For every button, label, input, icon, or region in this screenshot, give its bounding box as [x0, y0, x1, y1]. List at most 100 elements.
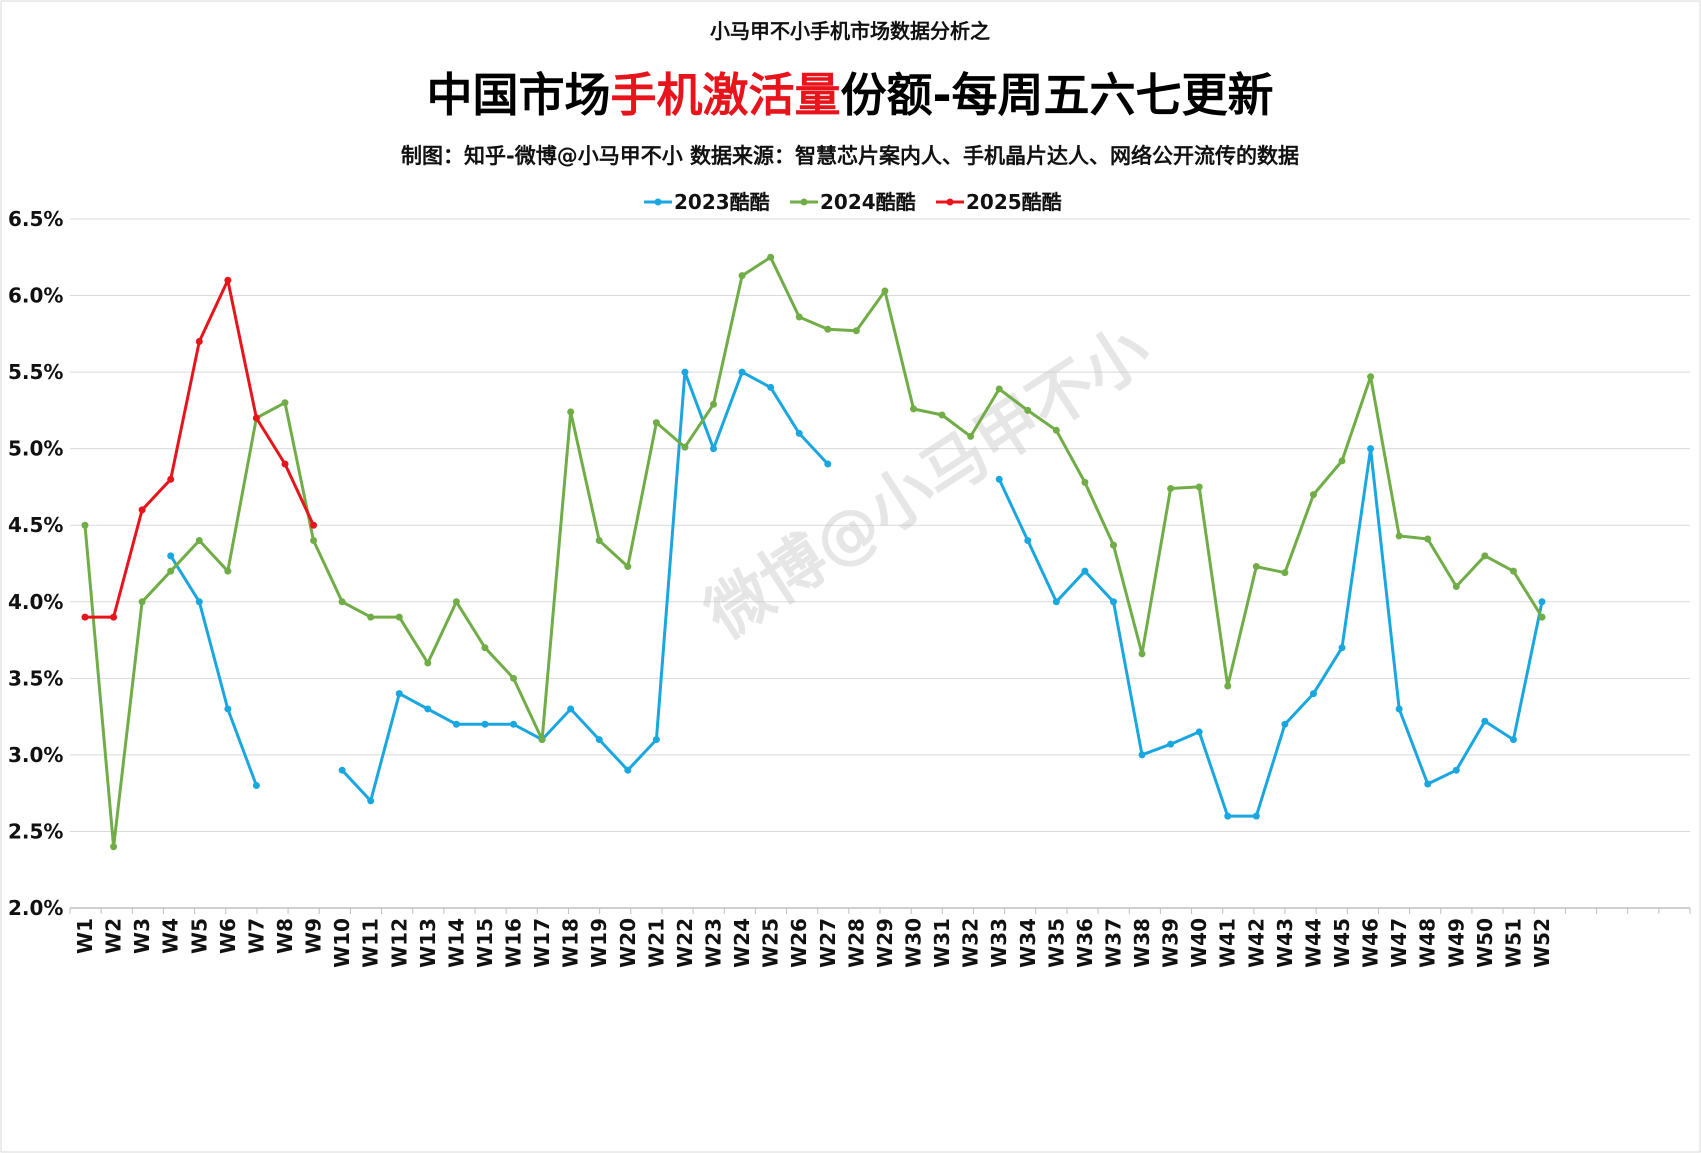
data-point [938, 411, 946, 419]
data-point [1138, 751, 1146, 759]
data-point [452, 598, 460, 606]
data-point [767, 383, 775, 391]
x-tick-label: W32 [959, 918, 983, 968]
data-point [824, 325, 832, 333]
data-point [167, 552, 175, 560]
y-tick-label: 4.5% [8, 513, 63, 537]
data-point [1309, 491, 1317, 499]
legend-label: 2023酷酷 [674, 190, 770, 214]
series-line [83, 255, 1544, 849]
data-point [310, 537, 318, 545]
data-point [81, 521, 89, 529]
data-point [1395, 705, 1403, 713]
y-tick-label: 3.0% [8, 743, 63, 767]
data-point [995, 475, 1003, 483]
y-tick-label: 6.5% [8, 207, 63, 231]
data-point [424, 705, 432, 713]
x-tick-label: W34 [1016, 918, 1040, 968]
x-tick-label: W11 [359, 918, 383, 968]
data-point [510, 720, 518, 728]
data-point [167, 567, 175, 575]
data-point [367, 613, 375, 621]
data-point [1224, 682, 1232, 690]
data-point [395, 613, 403, 621]
data-point [909, 405, 917, 413]
x-tick-label: W29 [873, 918, 897, 968]
data-point [481, 644, 489, 652]
data-point [1109, 598, 1117, 606]
x-tick-label: W38 [1130, 918, 1154, 968]
y-tick-label: 2.0% [8, 896, 63, 920]
x-tick-label: W41 [1216, 918, 1240, 968]
x-tick-label: W43 [1273, 918, 1297, 968]
data-point [1052, 598, 1060, 606]
data-point [1052, 426, 1060, 434]
data-point [624, 563, 632, 571]
legend-marker [946, 198, 954, 206]
data-point [652, 419, 660, 427]
data-point [1338, 644, 1346, 652]
x-tick-label: W3 [130, 918, 154, 954]
x-tick-label: W45 [1330, 918, 1354, 968]
data-point [395, 690, 403, 698]
x-tick-label: W23 [702, 918, 726, 968]
x-tick-label: W10 [330, 918, 354, 968]
data-point [681, 443, 689, 451]
data-point [138, 598, 146, 606]
x-tick-label: W46 [1359, 918, 1383, 968]
y-tick-label: 4.0% [8, 590, 63, 614]
data-point [1309, 690, 1317, 698]
data-point [1509, 567, 1517, 575]
data-point [224, 567, 232, 575]
series-line [340, 370, 830, 803]
x-tick-label: W24 [730, 918, 754, 968]
data-point [481, 720, 489, 728]
chart-title-part: 手机激活量 [610, 68, 840, 122]
data-point [967, 432, 975, 440]
data-point [252, 782, 260, 790]
data-point [1081, 478, 1089, 486]
legend: 2023酷酷 2024酷酷 2025酷酷 [644, 190, 1062, 214]
x-tick-label: W51 [1501, 918, 1525, 968]
data-point [1452, 766, 1460, 774]
x-tick-label: W6 [216, 918, 240, 954]
x-tick-label: W36 [1073, 918, 1097, 968]
data-point [538, 736, 546, 744]
data-point [1424, 535, 1432, 543]
data-point [624, 766, 632, 774]
legend-item: 2023酷酷 [644, 190, 770, 214]
data-point [1252, 563, 1260, 571]
data-point [224, 705, 232, 713]
x-tick-label: W25 [759, 918, 783, 968]
series-1 [167, 368, 1546, 820]
x-tick-label: W30 [901, 918, 925, 968]
data-point [738, 368, 746, 376]
data-point [1281, 720, 1289, 728]
data-point [167, 475, 175, 483]
chart-supertitle: 小马甲不小手机市场数据分析之 [710, 19, 990, 43]
x-tick-label: W33 [987, 918, 1011, 968]
series-2 [81, 253, 1546, 851]
x-tick-label: W19 [587, 918, 611, 968]
x-tick-label: W22 [673, 918, 697, 968]
x-tick-label: W37 [1101, 918, 1125, 968]
legend-marker [654, 198, 662, 206]
data-point [595, 736, 603, 744]
x-tick-label: W44 [1301, 918, 1325, 968]
chart-subtitle: 制图：知乎-微博@小马甲不小 数据来源：智慧芯片案内人、手机晶片达人、网络公开流… [401, 144, 1299, 168]
x-tick-label: W40 [1187, 918, 1211, 968]
x-tick-label: W17 [530, 918, 554, 968]
series-layer [81, 253, 1546, 851]
data-point [767, 253, 775, 261]
y-tick-label: 2.5% [8, 819, 63, 843]
data-point [1024, 537, 1032, 545]
x-tick-label: W28 [844, 918, 868, 968]
data-point [1509, 736, 1517, 744]
x-tick-label: W50 [1473, 918, 1497, 968]
data-point [595, 537, 603, 545]
data-point [710, 400, 718, 408]
data-point [224, 276, 232, 284]
data-point [338, 598, 346, 606]
data-point [110, 613, 118, 621]
